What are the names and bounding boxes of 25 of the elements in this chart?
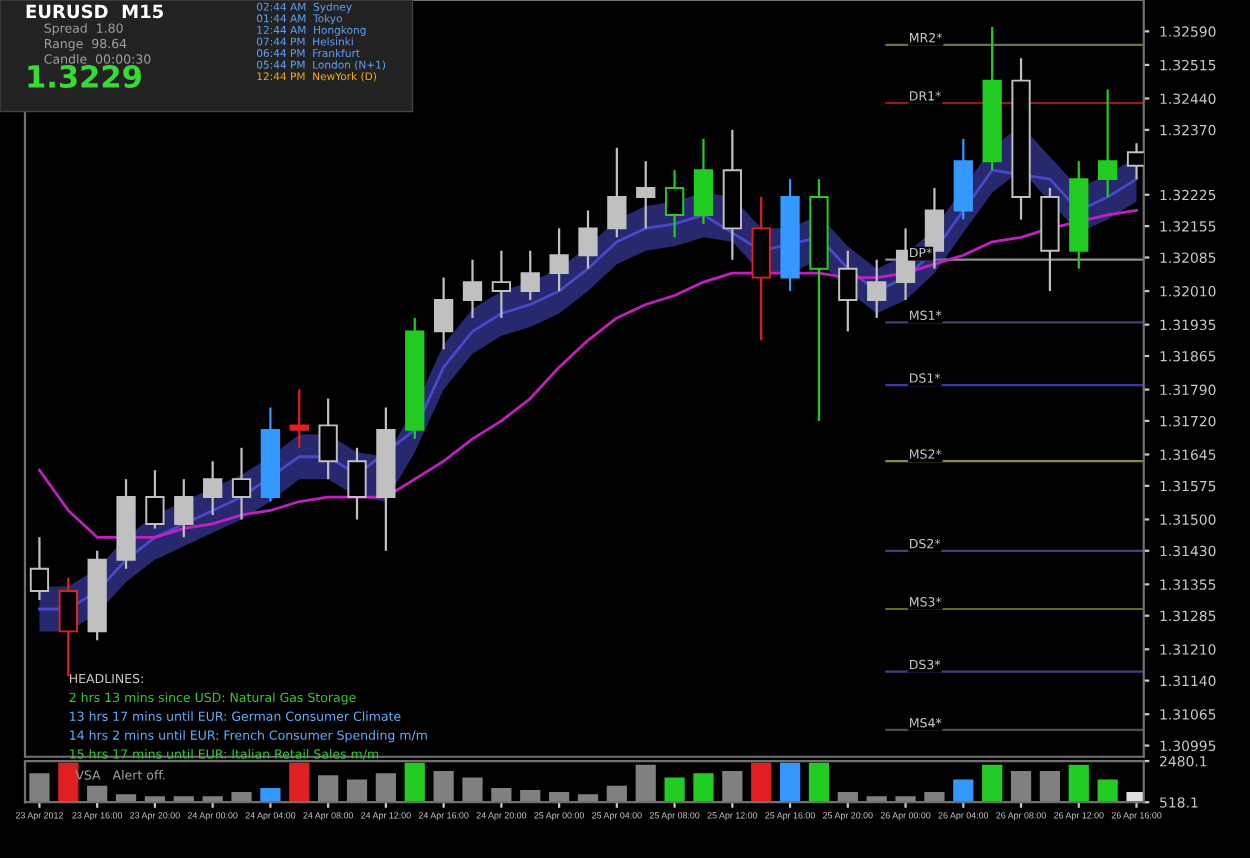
candlestick bbox=[174, 478, 194, 539]
candlestick bbox=[693, 137, 714, 225]
candlestick bbox=[664, 169, 685, 239]
candlestick bbox=[29, 536, 50, 602]
candlestick bbox=[636, 160, 656, 230]
candlestick bbox=[607, 146, 627, 239]
candlestick bbox=[867, 258, 887, 320]
line-series bbox=[38, 209, 1138, 539]
candlestick bbox=[203, 460, 223, 517]
candlestick bbox=[289, 388, 309, 449]
candlestick bbox=[578, 209, 598, 270]
candlestick bbox=[462, 258, 483, 320]
candlestick bbox=[318, 397, 338, 481]
annotation: 1.3229 bbox=[28, 64, 141, 88]
candlestick bbox=[491, 249, 511, 320]
candlestick bbox=[549, 227, 569, 293]
candlestick bbox=[145, 469, 165, 530]
candlestick bbox=[231, 446, 252, 521]
candlestick bbox=[347, 446, 367, 521]
annotation: EURUSD M15 bbox=[26, 4, 163, 19]
candlestick bbox=[520, 249, 540, 302]
candlestick bbox=[1098, 88, 1118, 199]
candlestick bbox=[434, 276, 454, 351]
candlestick bbox=[838, 249, 858, 333]
candlestick bbox=[1126, 142, 1144, 181]
